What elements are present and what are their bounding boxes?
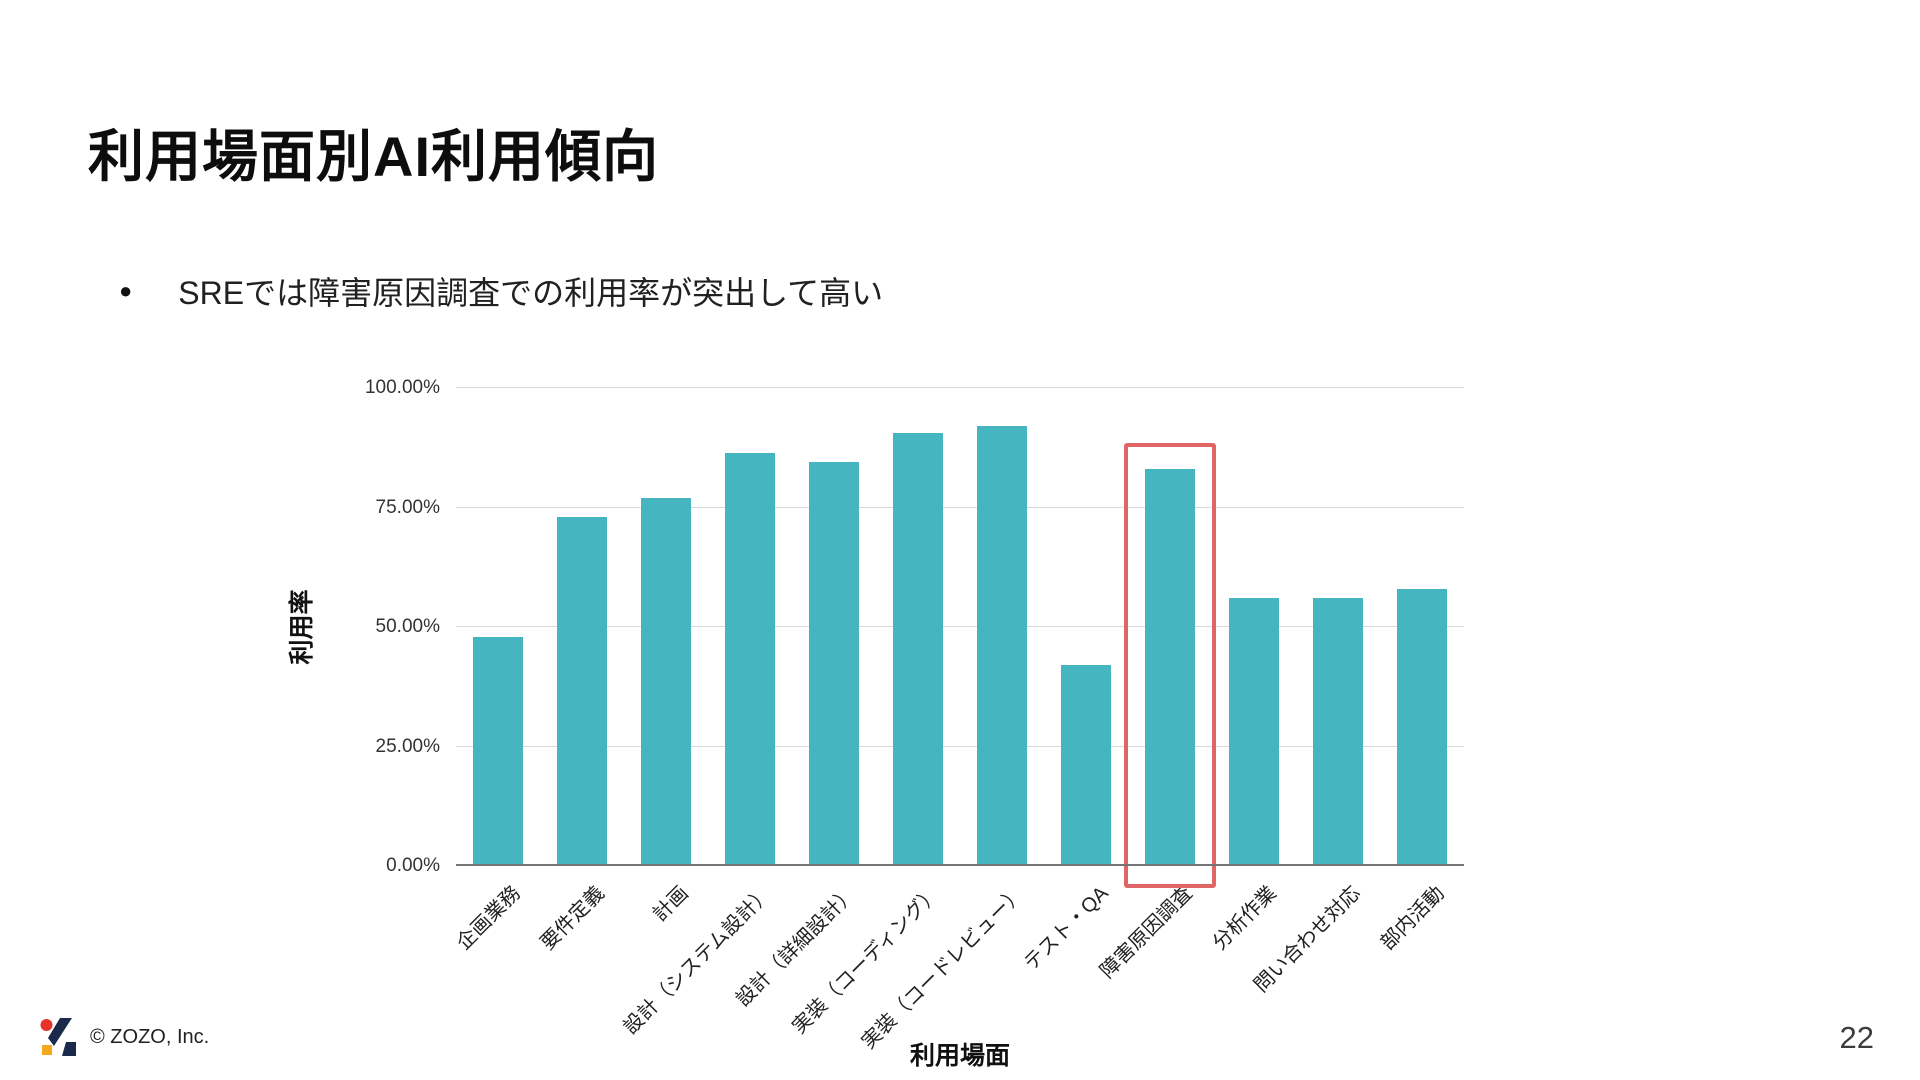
x-category-label: 部内活動 (1376, 882, 1449, 955)
bar-column: 分析作業 (1208, 388, 1296, 954)
x-axis-title: 利用場面 (909, 1042, 1010, 1070)
x-category-label: 企画業務 (452, 882, 525, 955)
bar (557, 517, 607, 866)
bar-column: 設計（システム設計） (620, 388, 792, 1039)
bar-column: 設計（詳細設計） (732, 388, 876, 1011)
plot-area: 企画業務 要件定義 計画 設計（システム設計） 設計（詳細設計） 実装（コーディング） 実装… (365, 377, 1464, 1053)
y-tick-label: 0.00% (386, 855, 440, 876)
bar (809, 462, 859, 866)
bar (1229, 598, 1279, 866)
x-axis-line (456, 864, 1464, 866)
bar (1145, 469, 1195, 866)
bar-column: テスト・QA (1020, 388, 1128, 975)
bar (473, 636, 523, 866)
bullet-item: ● SREでは障害原因調査での利用率が突出して高い (119, 268, 883, 314)
bar-column: 実装（コードレビュー） (857, 388, 1044, 1053)
copyright-text: © ZOZO, Inc. (90, 1025, 210, 1048)
bar (893, 433, 943, 866)
bullet-icon: ● (119, 278, 133, 303)
x-category-label: 分析作業 (1208, 882, 1281, 955)
bar-column: 障害原因調査 (1096, 388, 1216, 983)
highlight-box (1124, 443, 1216, 888)
footer: © ZOZO, Inc. (40, 1018, 209, 1056)
bar (641, 497, 691, 866)
gridline (456, 745, 1464, 747)
zozo-logo-icon (40, 1018, 76, 1056)
bar (1061, 665, 1111, 866)
gridline (456, 626, 1464, 627)
bar-column: 企画業務 (452, 388, 540, 954)
x-category-label: 実装（コーディング） (788, 882, 945, 1039)
x-category-label: 計画 (648, 882, 693, 927)
bar-column: 要件定義 (536, 388, 624, 954)
page-number: 22 (1839, 1020, 1874, 1055)
y-tick-label: 100.00% (364, 377, 440, 398)
x-category-label: 実装（コードレビュー） (857, 882, 1029, 1054)
y-axis-title: 利用率 (288, 589, 316, 665)
bar-column: 実装（コーディング） (789, 388, 960, 1038)
bar-column: 問い合わせ対応 (1250, 388, 1380, 997)
y-tick-label: 25.00% (375, 735, 440, 757)
gridline (456, 387, 1464, 388)
gridline (456, 506, 1464, 508)
bar (725, 452, 775, 866)
x-category-label: 設計（システム設計） (619, 882, 777, 1039)
bars: 企画業務 要件定義 計画 設計（システム設計） 設計（詳細設計） 実装（コーディング） 実装… (452, 388, 1464, 1053)
bar (1397, 588, 1447, 866)
bar-column: 部内活動 (1376, 388, 1464, 954)
bullet-text: SREでは障害原因調査での利用率が突出して高い (178, 275, 884, 311)
y-tick-label: 50.00% (375, 616, 440, 637)
x-category-label: 要件定義 (536, 882, 609, 955)
y-tick-label: 75.00% (375, 496, 440, 518)
bar-column: 計画 (624, 388, 708, 926)
bar (977, 426, 1027, 866)
bar (1313, 598, 1363, 866)
page-title: 利用場面別AI利用傾向 (88, 125, 659, 188)
